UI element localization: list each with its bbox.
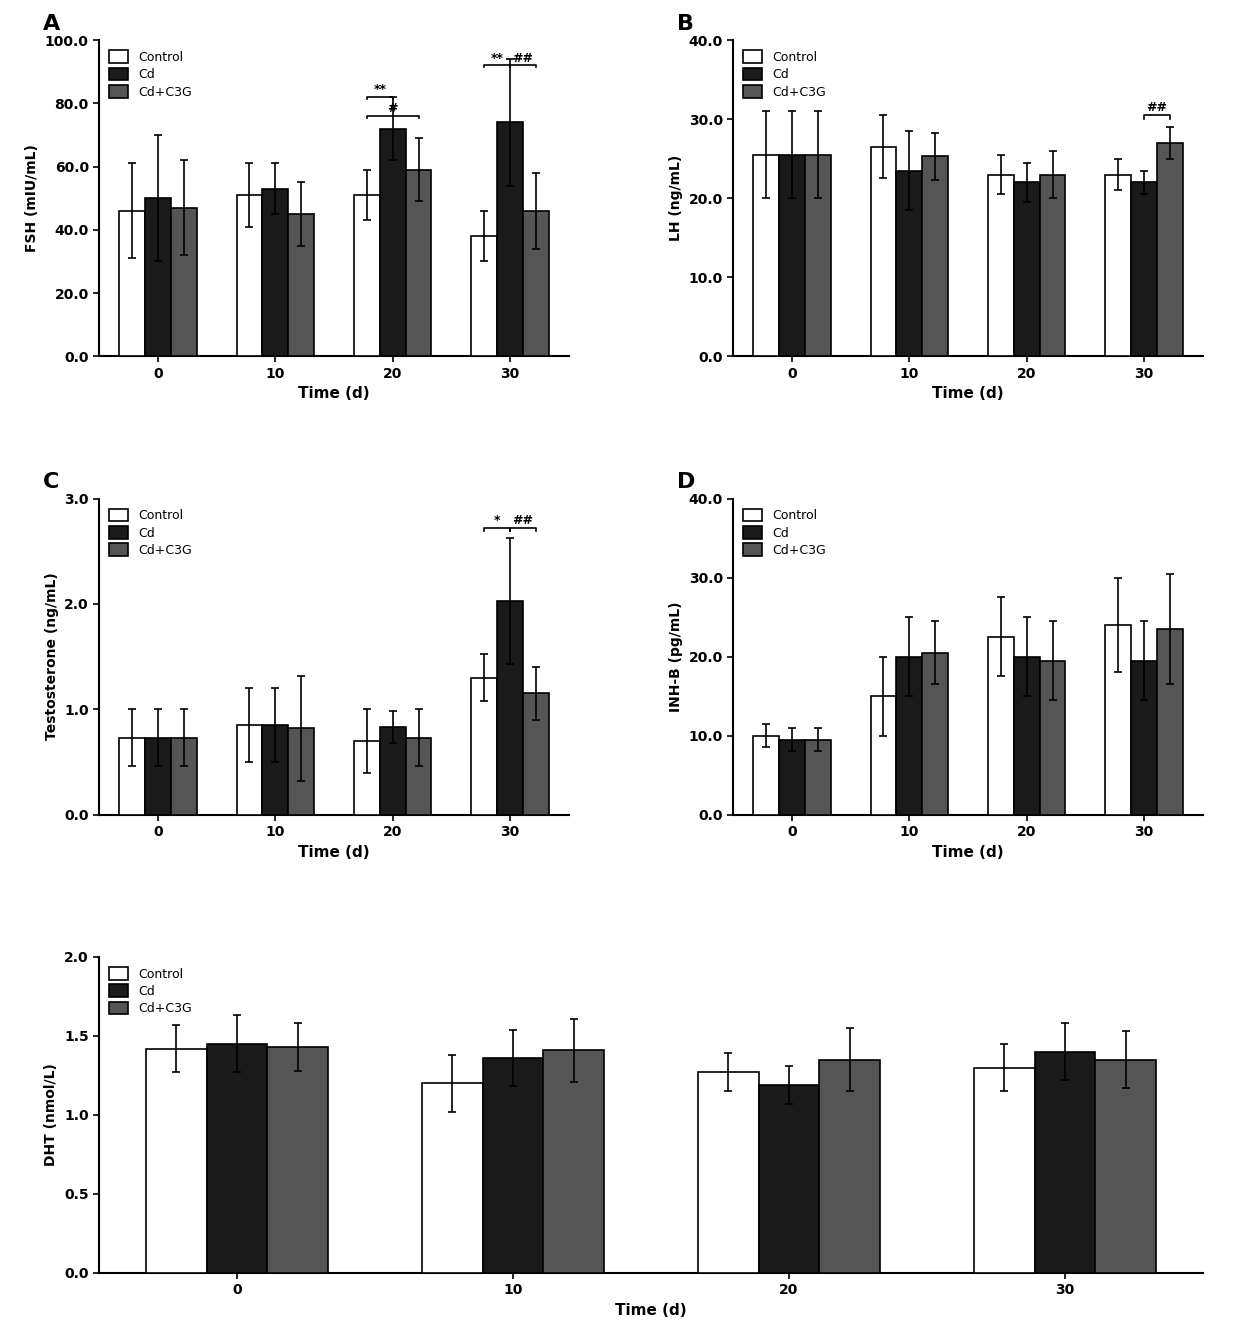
Bar (497, 600, 523, 815)
Legend: Control, Cd, Cd+C3G: Control, Cd, Cd+C3G (739, 505, 830, 560)
Bar (353, 741, 379, 815)
Bar (1105, 624, 1131, 815)
Y-axis label: Testosterone (ng/mL): Testosterone (ng/mL) (45, 572, 58, 741)
Text: C: C (43, 472, 60, 492)
Bar (820, 1060, 880, 1273)
Bar (1131, 661, 1157, 815)
Bar (288, 728, 314, 815)
Bar (923, 653, 949, 815)
Bar (753, 736, 779, 815)
Bar (207, 1044, 268, 1273)
Text: *: * (494, 515, 501, 527)
X-axis label: Time (d): Time (d) (615, 1302, 687, 1319)
Y-axis label: LH (ng/mL): LH (ng/mL) (668, 155, 683, 241)
Bar (870, 147, 897, 356)
Bar (1014, 657, 1039, 815)
Bar (1157, 143, 1183, 356)
Text: **: ** (491, 52, 503, 64)
Bar (146, 1049, 207, 1273)
Legend: Control, Cd, Cd+C3G: Control, Cd, Cd+C3G (105, 963, 196, 1018)
Bar (237, 196, 263, 356)
Bar (482, 1059, 543, 1273)
Legend: Control, Cd, Cd+C3G: Control, Cd, Cd+C3G (739, 47, 830, 102)
Bar (870, 695, 897, 815)
Bar (897, 170, 923, 356)
Bar (263, 725, 288, 815)
Bar (379, 728, 405, 815)
Bar (1157, 628, 1183, 815)
Bar (805, 740, 831, 815)
Y-axis label: FSH (mIU/mL): FSH (mIU/mL) (25, 145, 40, 252)
Bar (171, 208, 197, 356)
Bar (288, 214, 314, 356)
Bar (471, 236, 497, 356)
Bar (1039, 661, 1065, 815)
X-axis label: Time (d): Time (d) (298, 844, 370, 860)
X-axis label: Time (d): Time (d) (298, 386, 370, 401)
Bar (779, 740, 805, 815)
Bar (973, 1068, 1034, 1273)
Text: D: D (677, 472, 696, 492)
Bar (119, 738, 145, 815)
Bar (1131, 182, 1157, 356)
Bar (422, 1083, 482, 1273)
Bar (171, 738, 197, 815)
Bar (805, 155, 831, 356)
Bar (753, 155, 779, 356)
X-axis label: Time (d): Time (d) (932, 386, 1004, 401)
Bar (405, 170, 432, 356)
Legend: Control, Cd, Cd+C3G: Control, Cd, Cd+C3G (105, 47, 196, 102)
Bar (543, 1051, 604, 1273)
Text: **: ** (373, 83, 387, 96)
Y-axis label: INH-B (pg/mL): INH-B (pg/mL) (668, 602, 683, 712)
Bar (353, 196, 379, 356)
Bar (145, 198, 171, 356)
Bar (405, 738, 432, 815)
Bar (1034, 1052, 1095, 1273)
Bar (897, 657, 923, 815)
Y-axis label: DHT (nmol/L): DHT (nmol/L) (45, 1064, 58, 1166)
Legend: Control, Cd, Cd+C3G: Control, Cd, Cd+C3G (105, 505, 196, 560)
Text: ##: ## (512, 515, 533, 527)
Bar (759, 1085, 820, 1273)
Bar (698, 1072, 759, 1273)
Bar (923, 157, 949, 356)
Bar (263, 189, 288, 356)
Text: ##: ## (1147, 100, 1168, 114)
Bar (1014, 182, 1039, 356)
Bar (779, 155, 805, 356)
Text: B: B (677, 13, 694, 34)
Bar (497, 122, 523, 356)
Text: #: # (387, 102, 398, 115)
Bar (523, 694, 549, 815)
Bar (237, 725, 263, 815)
Bar (1039, 174, 1065, 356)
Bar (268, 1047, 329, 1273)
Text: A: A (43, 13, 60, 34)
Bar (988, 174, 1014, 356)
X-axis label: Time (d): Time (d) (932, 844, 1004, 860)
Bar (1095, 1060, 1156, 1273)
Text: ##: ## (512, 52, 533, 64)
Bar (119, 210, 145, 356)
Bar (145, 738, 171, 815)
Bar (988, 636, 1014, 815)
Bar (379, 129, 405, 356)
Bar (471, 678, 497, 815)
Bar (1105, 174, 1131, 356)
Bar (523, 210, 549, 356)
